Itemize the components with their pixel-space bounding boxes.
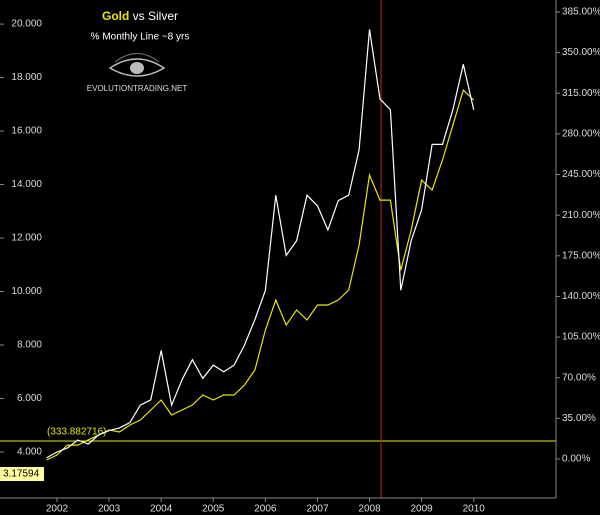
x-tick-label: 2007 xyxy=(306,504,329,515)
y2-tick-label: 175.00% xyxy=(562,250,600,261)
y-tick-label: 20.000 xyxy=(11,19,42,30)
y2-tick-label: 315.00% xyxy=(562,88,600,99)
source: EVOLUTIONTRADING.NET xyxy=(87,84,188,93)
chart-title: Gold vs Silver xyxy=(102,9,178,23)
y2-tick-label: 245.00% xyxy=(562,169,600,180)
x-tick-label: 2006 xyxy=(254,504,277,515)
x-tick-label: 2008 xyxy=(358,504,381,515)
y2-tick-label: 385.00% xyxy=(562,7,600,18)
series-line xyxy=(46,88,475,461)
x-tick-label: 2002 xyxy=(46,504,69,515)
reference-label: (333.882716) xyxy=(47,427,107,438)
y-tick-label: 10.000 xyxy=(11,286,42,297)
y-tick-label: 16.000 xyxy=(11,126,42,137)
last-value-box xyxy=(0,467,44,482)
y2-tick-label: 105.00% xyxy=(562,332,600,343)
y2-tick-label: 0.00% xyxy=(562,454,590,465)
x-tick-label: 2010 xyxy=(463,504,486,515)
title-vs: vs xyxy=(133,9,145,23)
y2-tick-label: 280.00% xyxy=(562,129,600,140)
y2-tick-label: 210.00% xyxy=(562,210,600,221)
x-tick-label: 2004 xyxy=(150,504,173,515)
title-silver: Silver xyxy=(148,9,178,23)
y-tick-label: 6.000 xyxy=(17,393,42,404)
y-tick-label: 12.000 xyxy=(11,233,42,244)
y2-tick-label: 70.00% xyxy=(562,372,596,383)
subtitle: % Monthly Line ~8 yrs xyxy=(91,32,190,43)
y2-tick-label: 140.00% xyxy=(562,291,600,302)
y-tick-label: 18.000 xyxy=(11,72,42,83)
logo xyxy=(108,53,166,77)
title-gold: Gold xyxy=(102,9,129,23)
series-line xyxy=(46,29,475,459)
last-value-label: 3.17594 xyxy=(3,469,40,480)
y2-tick-label: 350.00% xyxy=(562,47,600,58)
x-tick-label: 2003 xyxy=(98,504,121,515)
x-tick-label: 2009 xyxy=(411,504,434,515)
y-tick-label: 4.000 xyxy=(17,447,42,458)
y-tick-label: 8.000 xyxy=(17,340,42,351)
y2-tick-label: 35.00% xyxy=(562,413,596,424)
x-tick-label: 2005 xyxy=(202,504,225,515)
y-tick-label: 14.000 xyxy=(11,179,42,190)
